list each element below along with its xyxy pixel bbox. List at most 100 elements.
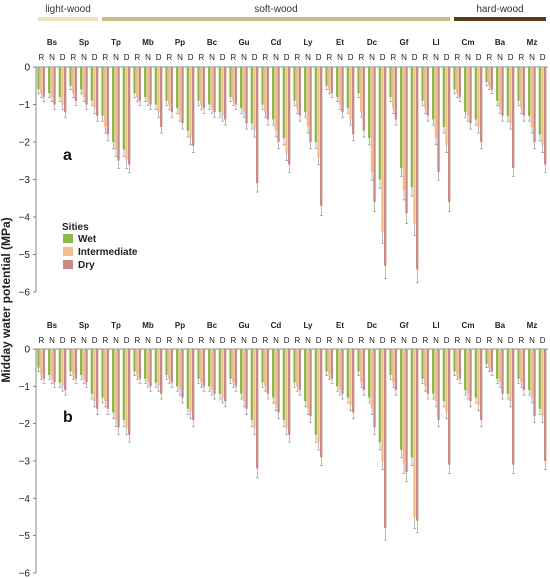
species-label-Mz: Mz: [527, 321, 538, 330]
season-label-Sp-R: R: [70, 53, 76, 62]
species-label-Dc: Dc: [367, 321, 378, 330]
season-label-Gf-D: D: [412, 53, 418, 62]
bar-dry-Gf-N: [405, 349, 408, 473]
bar-wet-Ba-D: [506, 349, 510, 394]
bar-wet-Mz-N: [528, 67, 531, 116]
season-label-Bs-D: D: [60, 53, 66, 62]
bar-dry-Dc-D: [384, 349, 387, 529]
species-label-Sp: Sp: [79, 38, 89, 47]
bar-intermediate-Et-D: [349, 349, 352, 405]
y-tick-label: −5: [19, 531, 31, 542]
bar-wet-Bs-N: [48, 67, 51, 94]
bar-intermediate-Dc-D: [381, 349, 384, 461]
bar-dry-Gf-R: [394, 67, 398, 120]
bar-intermediate-Sp-D: [93, 349, 96, 402]
season-label-Cd-R: R: [262, 53, 268, 62]
season-label-Bc-N: N: [209, 336, 215, 345]
bar-dry-Ly-N: [309, 67, 312, 142]
y-tick-label: −5: [19, 250, 31, 261]
season-label-Mz-D: D: [540, 336, 546, 345]
bar-dry-Mb-R: [138, 67, 142, 101]
bar-dry-Gu-D: [256, 349, 259, 469]
season-label-Ll-R: R: [422, 53, 428, 62]
bar-wet-Ll-N: [432, 67, 435, 120]
bar-wet-Mz-D: [538, 349, 542, 409]
bar-wet-Dc-R: [357, 349, 360, 372]
bar-wet-Ba-R: [485, 67, 488, 82]
bar-wet-Ll-D: [442, 67, 446, 127]
bar-dry-Mb-D: [160, 349, 163, 394]
season-label-Cm-D: D: [476, 336, 482, 345]
bar-intermediate-Cd-N: [274, 349, 278, 405]
bar-intermediate-Mb-D: [157, 67, 160, 112]
season-label-Pp-R: R: [166, 53, 172, 62]
group-bar-0: [38, 17, 98, 21]
bar-dry-Cd-N: [277, 349, 280, 413]
bar-dry-Mb-N: [149, 67, 152, 105]
bar-wet-Pp-R: [165, 67, 168, 101]
bar-intermediate-Bs-R: [40, 67, 43, 94]
bar-wet-Tp-R: [101, 67, 104, 116]
season-label-Dc-N: N: [369, 53, 375, 62]
season-label-Cm-N: N: [465, 336, 471, 345]
season-label-Ly-D: D: [316, 336, 322, 345]
bar-dry-Gf-D: [416, 67, 419, 270]
bar-dry-Dc-D: [384, 67, 387, 266]
species-label-Gu: Gu: [238, 321, 249, 330]
bar-intermediate-Tp-D: [125, 67, 128, 161]
bar-dry-Ll-D: [448, 349, 451, 465]
season-label-Et-R: R: [326, 336, 332, 345]
bar-intermediate-Tp-D: [125, 349, 128, 428]
season-label-Ll-D: D: [444, 336, 450, 345]
bar-dry-Sp-D: [96, 349, 99, 409]
bar-wet-Ly-N: [304, 349, 307, 402]
bar-wet-Sp-R: [69, 67, 72, 86]
season-label-Ll-R: R: [422, 336, 428, 345]
group-bar-1: [102, 17, 450, 21]
bar-dry-Bc-N: [213, 349, 216, 394]
bar-wet-Pp-D: [186, 349, 190, 409]
bar-dry-Sp-N: [85, 349, 88, 383]
species-label-Cm: Cm: [462, 321, 475, 330]
bar-intermediate-Mb-R: [136, 67, 139, 97]
bar-intermediate-Ly-N: [306, 67, 310, 127]
y-tick-label: −1: [19, 382, 31, 393]
y-tick-label: 0: [24, 63, 30, 74]
season-label-Mb-D: D: [156, 336, 162, 345]
bar-wet-Mb-D: [154, 349, 158, 383]
bar-dry-Bs-R: [42, 67, 46, 97]
bar-wet-Bs-D: [58, 349, 62, 383]
bar-intermediate-Gu-D: [253, 67, 256, 131]
bar-intermediate-Bs-D: [61, 67, 64, 105]
bar-intermediate-Ly-D: [317, 67, 320, 157]
bar-wet-Gf-N: [400, 67, 403, 169]
bar-dry-Cd-N: [277, 67, 280, 142]
bar-dry-Sp-R: [74, 349, 78, 379]
season-label-Cm-R: R: [454, 53, 460, 62]
bar-dry-Bc-N: [213, 67, 216, 112]
bar-wet-Gu-D: [250, 67, 254, 124]
bar-intermediate-Ba-D: [509, 349, 512, 402]
bar-intermediate-Ly-D: [317, 349, 320, 443]
group-label-0: light-wood: [45, 4, 91, 15]
bar-intermediate-Gu-D: [253, 349, 256, 428]
season-label-Bs-D: D: [60, 336, 66, 345]
bar-dry-Ly-N: [309, 349, 312, 417]
bar-wet-Bs-N: [48, 349, 51, 376]
season-label-Mz-R: R: [518, 336, 524, 345]
season-label-Ly-D: D: [316, 53, 322, 62]
season-label-Ly-R: R: [294, 336, 300, 345]
season-label-Gf-R: R: [390, 53, 396, 62]
bar-intermediate-Mb-N: [146, 349, 150, 383]
bar-dry-Ll-R: [426, 349, 430, 394]
bar-dry-Bc-D: [224, 349, 227, 402]
species-label-Tp: Tp: [111, 321, 121, 330]
bar-dry-Ll-N: [437, 349, 440, 420]
season-label-Et-N: N: [337, 336, 343, 345]
y-tick-label: −3: [19, 175, 31, 186]
bar-intermediate-Gf-R: [392, 349, 395, 383]
bar-dry-Ly-D: [320, 349, 323, 458]
bar-dry-Bs-D: [64, 67, 67, 112]
season-label-Dc-D: D: [380, 336, 386, 345]
